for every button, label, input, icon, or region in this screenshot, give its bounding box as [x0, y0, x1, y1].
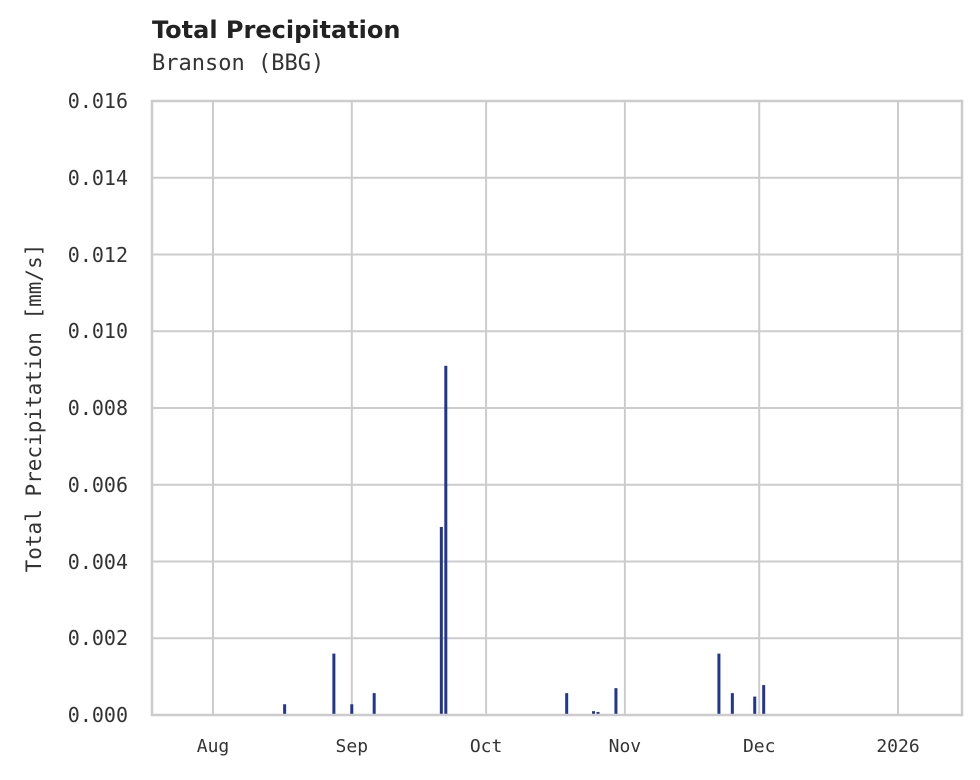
precip-bar — [283, 704, 287, 715]
y-tick-label: 0.014 — [67, 165, 128, 190]
precip-bar — [592, 711, 596, 715]
plot-frame — [150, 99, 964, 717]
x-tick-label: Aug — [196, 736, 230, 757]
chart-subtitle: Branson (BBG) — [152, 51, 325, 76]
precip-bar — [439, 526, 443, 715]
x-tick-label: 2026 — [876, 736, 920, 757]
y-tick-label: 0.008 — [67, 396, 128, 420]
precip-bar — [372, 693, 376, 715]
y-tick-label: 0.016 — [67, 89, 128, 113]
precip-bar — [350, 704, 354, 715]
chart-title: Total Precipitation — [152, 16, 401, 44]
y-tick-label: 0.000 — [67, 703, 128, 727]
y-tick-label: 0.006 — [67, 472, 128, 497]
x-tick-label: Sep — [335, 736, 369, 757]
precip-bar — [565, 693, 569, 715]
x-tick-label: Dec — [742, 736, 776, 757]
precip-bar — [762, 685, 766, 715]
precip-bar — [730, 693, 734, 715]
gridlines — [152, 100, 962, 716]
y-tick-label: 0.002 — [67, 626, 128, 651]
precip-bar — [444, 365, 448, 715]
precip-bar — [614, 688, 618, 715]
precip-bar — [332, 653, 336, 715]
y-tick-label: 0.010 — [67, 319, 128, 344]
precipitation-bars — [283, 365, 766, 715]
y-tick-label: 0.004 — [67, 549, 128, 574]
y-tick-label: 0.012 — [67, 242, 128, 267]
precip-bar — [717, 653, 721, 715]
precip-bar — [753, 696, 757, 715]
x-tick-label: Nov — [608, 736, 642, 757]
x-tick-label: Oct — [469, 736, 503, 757]
precip-bar — [596, 711, 600, 715]
